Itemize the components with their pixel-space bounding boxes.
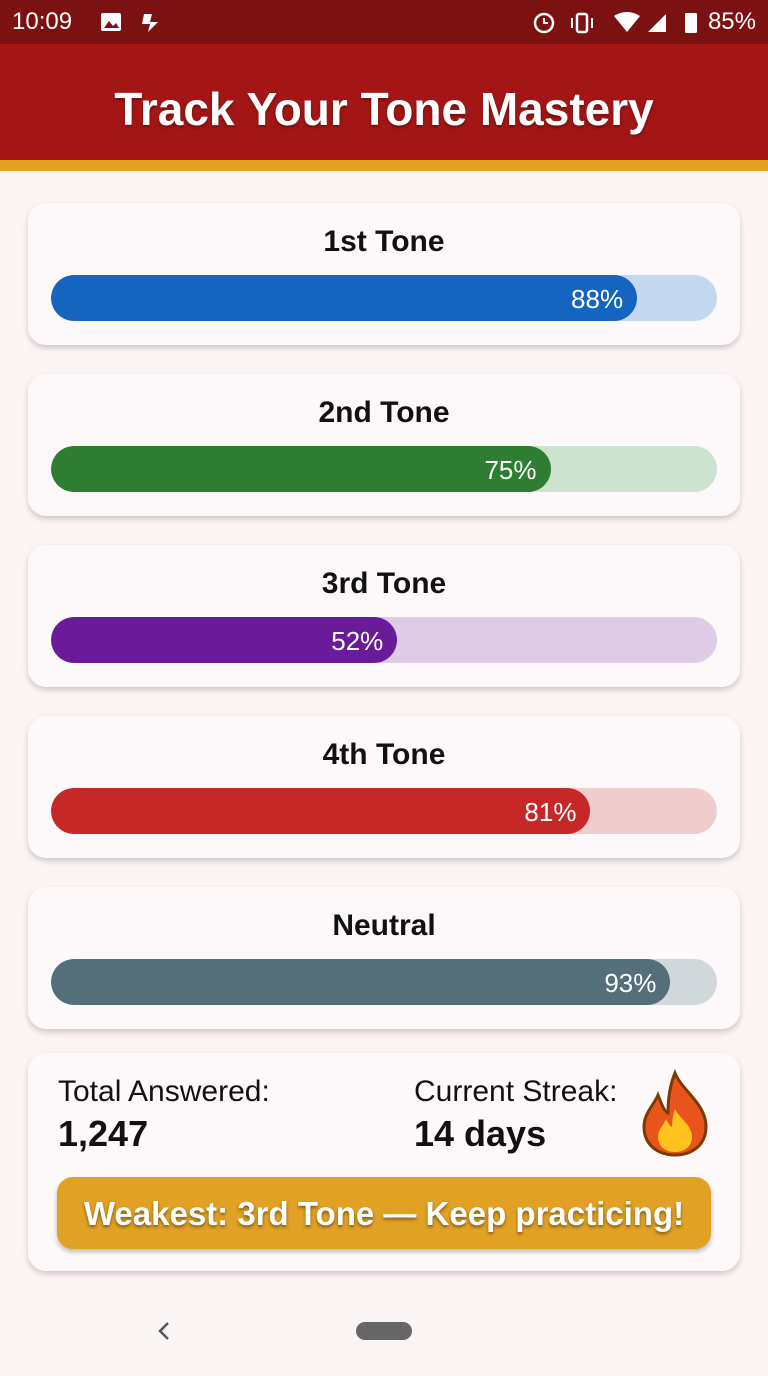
tone-name: 2nd Tone — [318, 396, 450, 429]
progress-fill: 81% — [51, 788, 591, 834]
tone-card: 4th Tone 81% — [28, 716, 740, 858]
tone-card: 1st Tone 88% — [28, 203, 740, 345]
home-button[interactable] — [354, 1320, 414, 1342]
progress-track: 88% — [51, 275, 717, 321]
tone-name: Neutral — [332, 909, 436, 942]
status-battery: 85% — [707, 8, 756, 35]
progress-label: 75% — [484, 455, 537, 485]
progress-fill: 88% — [51, 275, 638, 321]
header-accent — [0, 160, 768, 171]
stats-card: Total Answered: 1,247 Current Streak: 14… — [28, 1053, 740, 1271]
progress-label: 88% — [571, 284, 624, 314]
flame-icon — [642, 1069, 708, 1157]
status-icons-left — [101, 13, 158, 32]
progress-label: 81% — [524, 797, 577, 827]
tone-card: 3rd Tone 52% — [28, 545, 740, 687]
weakest-banner[interactable]: Weakest: 3rd Tone — Keep practicing! — [57, 1177, 711, 1249]
status-bar: 10:09 85% — [0, 0, 768, 44]
status-time: 10:09 — [12, 8, 73, 35]
app-header: Track Your Tone Mastery — [0, 44, 768, 160]
progress-label: 52% — [331, 626, 384, 656]
total-value: 1,247 — [58, 1113, 149, 1154]
nav-bar — [0, 1285, 768, 1376]
progress-track: 52% — [51, 617, 717, 663]
progress-fill: 52% — [51, 617, 398, 663]
streak-label: Current Streak: — [414, 1075, 618, 1108]
tone-name: 4th Tone — [322, 738, 446, 771]
progress-track: 81% — [51, 788, 717, 834]
status-icons-right — [533, 12, 697, 34]
progress-fill: 93% — [51, 959, 671, 1005]
total-label: Total Answered: — [58, 1075, 270, 1108]
tone-name: 1st Tone — [323, 225, 445, 258]
streak-value: 14 days — [414, 1113, 547, 1154]
header-title: Track Your Tone Mastery — [114, 83, 654, 135]
progress-track: 93% — [51, 959, 717, 1005]
progress-fill: 75% — [51, 446, 551, 492]
progress-track: 75% — [51, 446, 717, 492]
tone-name: 3rd Tone — [321, 567, 447, 600]
tone-card: 2nd Tone 75% — [28, 374, 740, 516]
back-button[interactable] — [150, 1317, 180, 1347]
tone-card: Neutral 93% — [28, 887, 740, 1029]
progress-label: 93% — [604, 968, 657, 998]
